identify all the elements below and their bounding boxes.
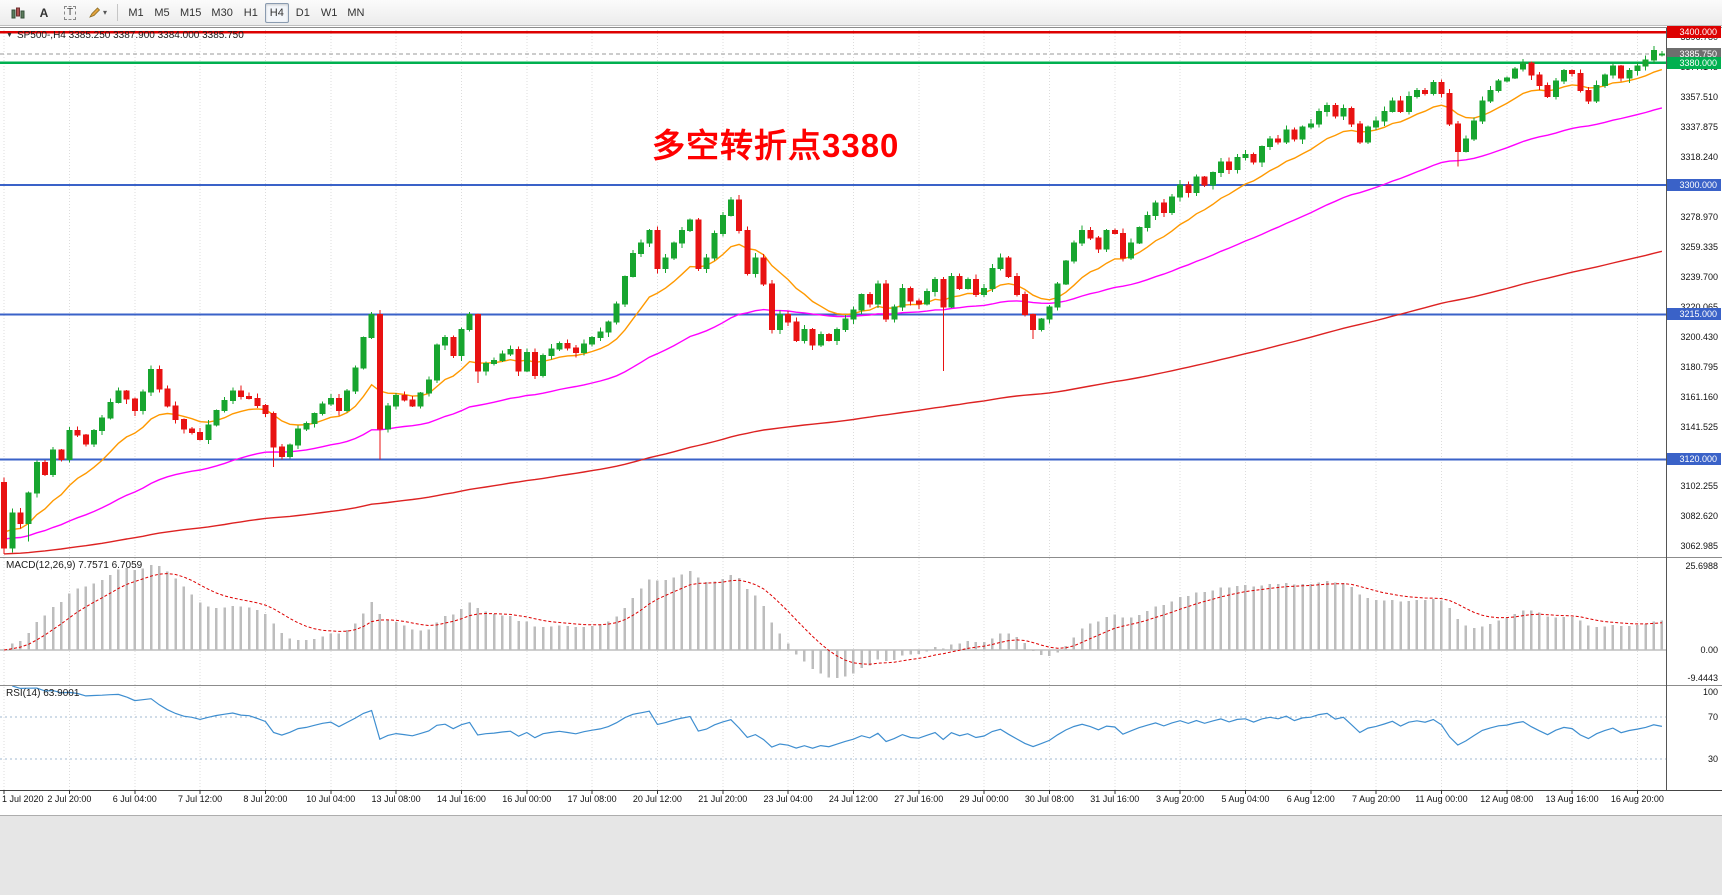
chevron-down-icon: ▾ xyxy=(103,8,108,17)
time-axis-label: 10 Jul 04:00 xyxy=(306,794,356,804)
rsi-axis-label: 30 xyxy=(1707,753,1718,764)
rsi-indicator-label: RSI(14) 63.9001 xyxy=(6,688,80,699)
price-axis-label: 3141.525 xyxy=(1680,421,1718,432)
time-axis-label: 14 Jul 16:00 xyxy=(436,794,486,804)
timeframe-M5[interactable]: M5 xyxy=(154,6,170,19)
macd-axis-label: 0.00 xyxy=(1700,644,1718,655)
cursor-tool-button[interactable]: A xyxy=(39,5,49,20)
price-level-badge: 3400.000 xyxy=(1667,26,1721,39)
rsi-pane xyxy=(0,685,1666,760)
time-axis-label: 29 Jul 00:00 xyxy=(959,794,1009,804)
time-axis-label: 23 Jul 04:00 xyxy=(763,794,813,804)
chart-symbol-header: ▼ SP500-,H4 3385.250 3387.900 3384.000 3… xyxy=(6,30,244,41)
time-axis-label: 13 Jul 08:00 xyxy=(371,794,421,804)
time-axis-label: 31 Jul 16:00 xyxy=(1090,794,1140,804)
charts-toolbar-icon[interactable] xyxy=(6,3,30,23)
price-level-badge: 3380.000 xyxy=(1667,56,1721,69)
timeframe-W1[interactable]: W1 xyxy=(320,6,338,19)
draw-tool-button[interactable]: ▾ xyxy=(84,3,111,23)
price-axis-label: 3062.985 xyxy=(1680,541,1718,552)
time-axis-label: 1 Jul 2020 xyxy=(2,794,44,804)
price-axis-label: 3259.335 xyxy=(1680,241,1718,252)
price-axis-label: 3337.875 xyxy=(1680,122,1718,133)
time-axis-label: 24 Jul 12:00 xyxy=(828,794,878,804)
price-axis-label: 3200.430 xyxy=(1680,331,1718,342)
price-axis-label: 3082.620 xyxy=(1680,511,1718,522)
ma-fast xyxy=(3,68,1663,533)
price-axis-label: 3239.700 xyxy=(1680,271,1718,282)
rsi-line xyxy=(12,685,1663,749)
time-scale[interactable] xyxy=(0,790,1666,815)
pencil-icon xyxy=(89,7,101,18)
pane-splitter-rsi[interactable] xyxy=(0,684,1722,687)
time-axis-label: 17 Jul 08:00 xyxy=(567,794,617,804)
macd-axis-label: 25.6988 xyxy=(1685,561,1718,571)
timeframe-M1[interactable]: M1 xyxy=(128,6,144,19)
price-axis-label: 3102.255 xyxy=(1680,481,1718,492)
time-axis-label: 27 Jul 16:00 xyxy=(894,794,944,804)
price-level-badge: 3300.000 xyxy=(1667,178,1721,191)
rsi-axis-label: 100 xyxy=(1702,687,1718,697)
chart-ohlc-title: SP500-,H4 3385.250 3387.900 3384.000 338… xyxy=(16,30,244,41)
ma-slow xyxy=(4,250,1663,555)
macd-pane xyxy=(0,564,1666,679)
macd-signal-line xyxy=(4,573,1662,665)
price-level-badge: 3120.000 xyxy=(1667,453,1721,466)
chart-pane-container: ▼ SP500-,H4 3385.250 3387.900 3384.000 3… xyxy=(0,26,1722,815)
candlesticks xyxy=(1,46,1665,554)
timeframe-group: M1 M5 M15 M30 H1 H4 D1 W1 MN xyxy=(123,2,369,23)
symbol-dropdown-icon[interactable]: ▼ xyxy=(6,32,13,39)
price-axis-label: 3318.240 xyxy=(1680,152,1718,163)
price-axis-label: 3220.065 xyxy=(1680,301,1718,312)
toolbar-separator xyxy=(117,4,119,21)
chart-bars-icon xyxy=(11,7,25,18)
text-tool-icon: T xyxy=(63,5,77,20)
price-level-badge: 3215.000 xyxy=(1667,308,1721,321)
price-axis-label: 3180.795 xyxy=(1680,361,1718,372)
pane-splitter-macd[interactable] xyxy=(0,556,1722,559)
time-axis-label: 6 Aug 12:00 xyxy=(1286,794,1335,804)
chart-canvas[interactable] xyxy=(0,27,1722,815)
price-annotation-text: 多空转折点3380 xyxy=(652,127,900,164)
time-axis-label: 20 Jul 12:00 xyxy=(632,794,682,804)
time-axis-label: 5 Aug 04:00 xyxy=(1221,794,1270,804)
pane-borders xyxy=(0,27,1722,794)
timeframe-MN[interactable]: MN xyxy=(347,6,365,19)
price-axis-label: 3161.160 xyxy=(1680,391,1718,402)
time-axis-label: 16 Aug 20:00 xyxy=(1610,794,1664,804)
ma-mid xyxy=(4,107,1663,540)
price-axis-label: 3278.970 xyxy=(1680,211,1718,222)
time-axis-label: 6 Jul 04:00 xyxy=(112,794,157,804)
text-tool-button[interactable]: T xyxy=(58,3,82,23)
time-axis-label: 13 Aug 16:00 xyxy=(1545,794,1599,804)
time-axis-label: 16 Jul 00:00 xyxy=(502,794,552,804)
price-scale[interactable] xyxy=(1667,27,1722,790)
timeframe-D1[interactable]: D1 xyxy=(295,6,310,19)
macd-indicator-label: MACD(12,26,9) 7.7571 6.7059 xyxy=(6,560,143,571)
time-axis-label: 7 Aug 20:00 xyxy=(1352,794,1401,804)
timeframe-H4[interactable]: H4 xyxy=(264,2,289,23)
time-axis-label: 21 Jul 20:00 xyxy=(698,794,748,804)
time-axis-label: 7 Jul 12:00 xyxy=(178,794,223,804)
price-axis-label: 3357.510 xyxy=(1680,92,1718,103)
toolbar: A T ▾ M1 M5 M15 M30 H1 H4 D1 W1 MN xyxy=(0,0,1722,26)
time-axis-label: 12 Aug 08:00 xyxy=(1480,794,1534,804)
window-background xyxy=(0,815,1722,895)
timeframe-H1[interactable]: H1 xyxy=(243,6,258,19)
time-axis-label: 2 Jul 20:00 xyxy=(47,794,92,804)
rsi-axis-label: 70 xyxy=(1707,712,1718,723)
time-axis-label: 8 Jul 20:00 xyxy=(243,794,288,804)
timeframe-M15[interactable]: M15 xyxy=(180,6,202,19)
timeframe-M30[interactable]: M30 xyxy=(211,6,233,19)
time-axis-label: 11 Aug 00:00 xyxy=(1415,794,1468,804)
time-axis-label: 30 Jul 08:00 xyxy=(1024,794,1074,804)
horizontal-level-lines xyxy=(0,31,1666,461)
time-axis-label: 3 Aug 20:00 xyxy=(1156,794,1205,804)
macd-axis-label: -9.4443 xyxy=(1687,673,1718,683)
